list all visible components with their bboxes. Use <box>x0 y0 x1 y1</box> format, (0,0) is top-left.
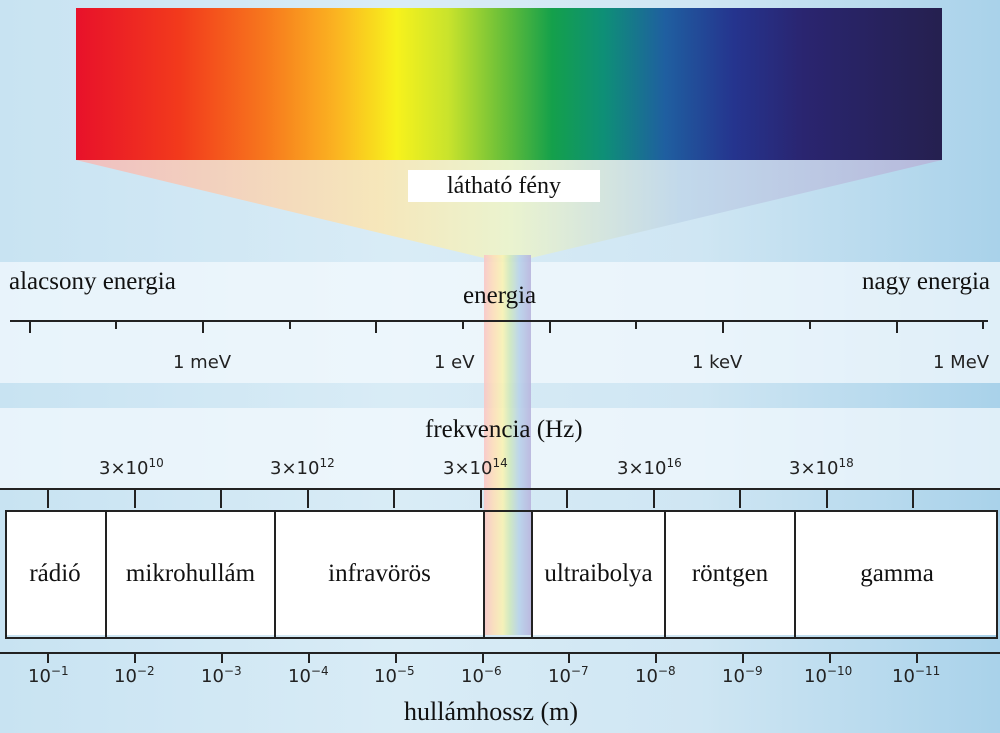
axis-tick <box>393 488 395 508</box>
axis-tick <box>916 652 918 663</box>
energy-axis-line <box>10 320 988 322</box>
axis-tick <box>808 320 811 329</box>
region-ultraviolet: ultraibolya <box>533 512 664 635</box>
axis-tick <box>394 652 397 663</box>
axis-tick <box>115 320 118 329</box>
energy-axis-title: energia <box>463 282 537 309</box>
visible-light-strip <box>484 255 531 635</box>
region-divider <box>664 510 666 637</box>
frequency-tick-label: 3×1012 <box>270 456 335 479</box>
wavelength-tick-label: 10−8 <box>635 664 676 687</box>
frequency-axis-line <box>0 488 1000 490</box>
energy-tick-label: 1 MeV <box>933 352 990 373</box>
wavelength-tick-label: 10−10 <box>804 664 853 687</box>
axis-tick <box>220 488 222 508</box>
axis-tick <box>912 488 914 508</box>
axis-tick <box>568 652 571 663</box>
region-divider <box>996 510 998 637</box>
energy-tick-label: 1 keV <box>692 352 743 373</box>
axis-tick <box>47 488 49 508</box>
wavelength-tick-label: 10−5 <box>374 664 415 687</box>
wavelength-axis-title: hullámhossz (m) <box>404 697 579 726</box>
axis-tick <box>133 488 136 508</box>
axis-tick <box>825 488 828 508</box>
wavelength-tick-label: 10−4 <box>288 664 329 687</box>
axis-tick <box>742 652 745 663</box>
axis-tick <box>375 320 378 333</box>
axis-tick <box>47 652 49 663</box>
axis-tick <box>722 320 725 333</box>
wavelength-tick-label: 10−2 <box>114 664 155 687</box>
wavelength-axis-line <box>0 652 1000 654</box>
visible-spectrum-bar <box>76 8 942 160</box>
frequency-tick-label: 3×1016 <box>617 456 682 479</box>
axis-tick <box>28 320 31 333</box>
wavelength-tick-label: 10−3 <box>201 664 242 687</box>
wavelength-tick-label: 10−9 <box>722 664 763 687</box>
axis-tick <box>288 320 291 329</box>
wavelength-tick-label: 10−6 <box>461 664 502 687</box>
region-infrared: infravörös <box>276 512 483 635</box>
wavelength-tick-label: 10−1 <box>28 664 69 687</box>
visible-light-label: látható fény <box>408 170 600 202</box>
axis-tick <box>566 488 568 508</box>
axis-tick <box>829 652 832 663</box>
axis-tick <box>306 488 309 508</box>
axis-tick <box>739 488 741 508</box>
axis-tick <box>481 652 484 663</box>
frequency-tick-label: 3×1014 <box>443 456 508 479</box>
region-divider <box>531 510 533 637</box>
axis-tick <box>982 320 985 329</box>
axis-tick <box>655 652 658 663</box>
frequency-tick-label: 3×1018 <box>789 456 854 479</box>
wavelength-tick-label: 10−7 <box>548 664 589 687</box>
axis-tick <box>220 652 223 663</box>
region-microwave: mikrohullám <box>107 512 274 635</box>
region-divider <box>105 510 107 637</box>
axis-tick <box>652 488 655 508</box>
energy-tick-label: 1 eV <box>434 352 475 373</box>
wavelength-tick-label: 10−11 <box>892 664 941 687</box>
region-radio: rádió <box>5 512 105 635</box>
axis-tick <box>462 320 464 329</box>
region-divider <box>483 510 485 637</box>
axis-tick <box>548 320 551 333</box>
energy-tick-label: 1 meV <box>173 352 232 373</box>
axis-tick <box>133 652 136 663</box>
region-divider <box>794 510 796 637</box>
low-energy-label: alacsony energia <box>9 268 176 295</box>
axis-tick <box>307 652 310 663</box>
region-divider <box>5 510 7 637</box>
frequency-tick-label: 3×1010 <box>99 456 164 479</box>
axis-tick <box>895 320 898 333</box>
spectrum-regions <box>5 510 998 639</box>
axis-tick <box>635 320 638 329</box>
axis-tick <box>201 320 204 333</box>
region-gamma: gamma <box>796 512 998 635</box>
region-xray: röntgen <box>666 512 794 635</box>
region-divider <box>274 510 276 637</box>
axis-tick <box>479 488 482 508</box>
high-energy-label: nagy energia <box>862 268 990 295</box>
frequency-axis-title: frekvencia (Hz) <box>425 416 583 443</box>
